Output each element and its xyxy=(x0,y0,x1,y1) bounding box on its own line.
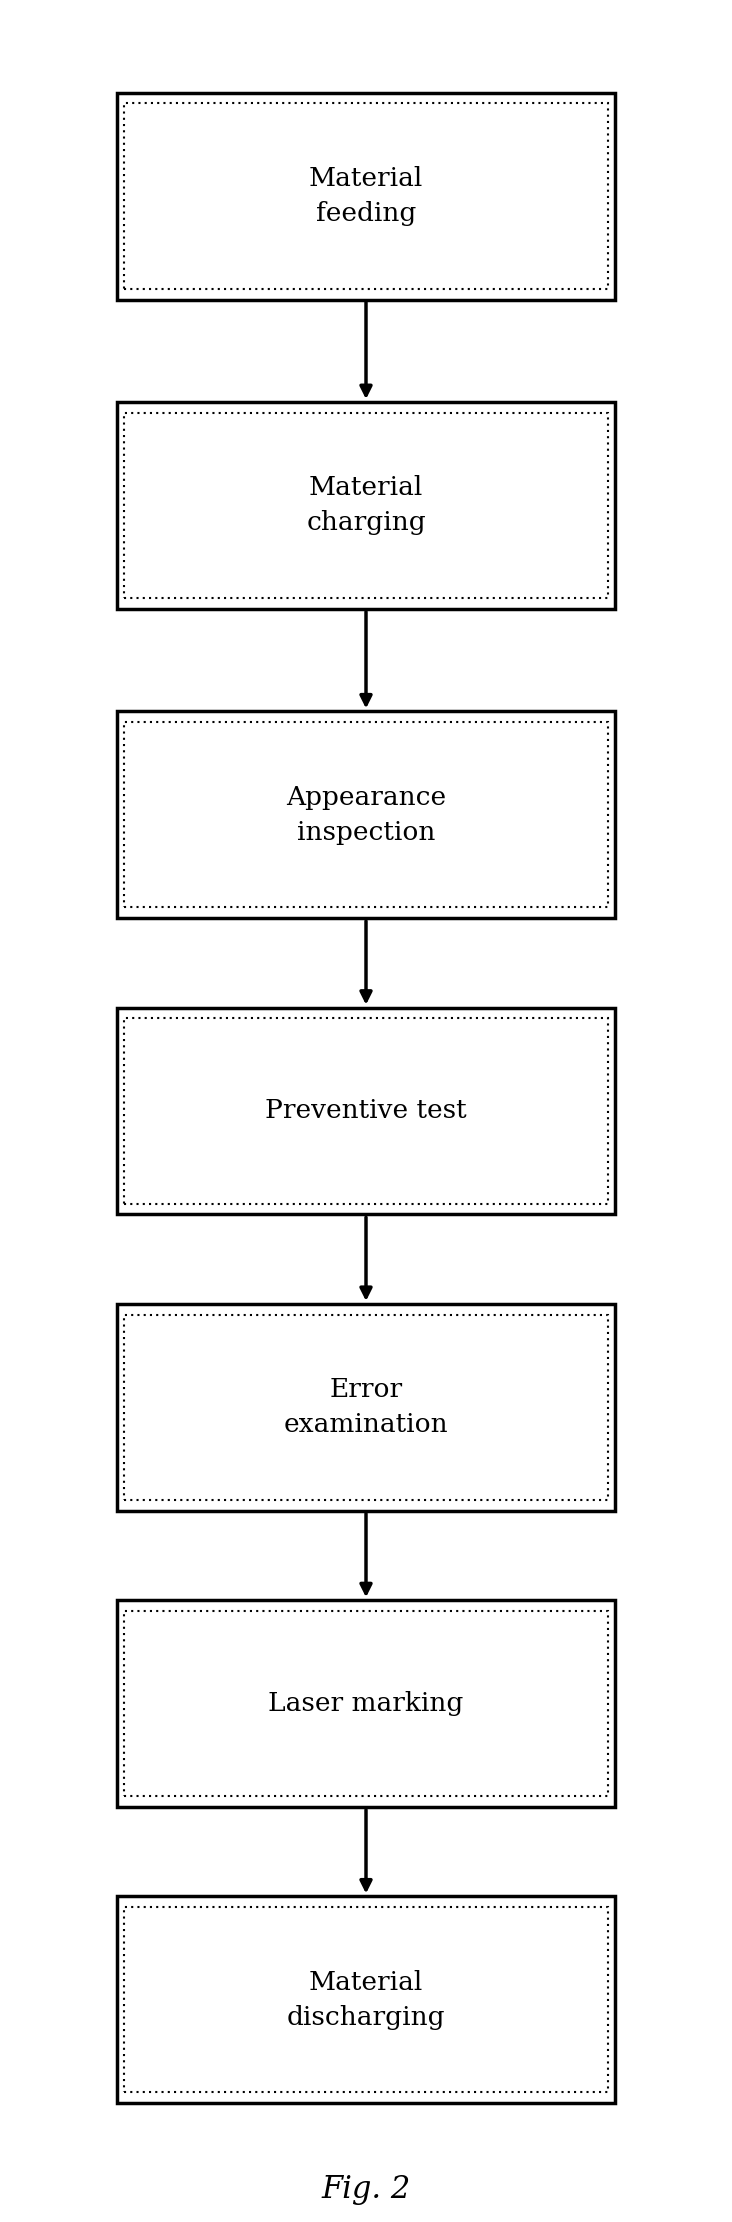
Bar xyxy=(124,413,608,598)
Bar xyxy=(117,1007,615,1215)
Bar xyxy=(124,722,608,907)
Text: Fig. 2: Fig. 2 xyxy=(321,2173,411,2204)
Text: Material
feeding: Material feeding xyxy=(309,167,423,227)
Bar xyxy=(117,1600,615,1806)
Bar xyxy=(117,93,615,300)
Bar xyxy=(117,1304,615,1511)
Bar xyxy=(117,1895,615,2104)
Text: Laser marking: Laser marking xyxy=(269,1691,463,1715)
Text: Error
examination: Error examination xyxy=(284,1378,448,1438)
Bar xyxy=(124,1018,608,1204)
Text: Material
charging: Material charging xyxy=(306,476,426,536)
Text: Material
discharging: Material discharging xyxy=(287,1969,445,2031)
Bar xyxy=(124,1906,608,2093)
Bar xyxy=(124,104,608,289)
Bar xyxy=(124,1611,608,1795)
Bar xyxy=(117,711,615,918)
Text: Preventive test: Preventive test xyxy=(265,1098,467,1124)
Text: Appearance
inspection: Appearance inspection xyxy=(286,784,446,844)
Bar xyxy=(124,1315,608,1500)
Bar xyxy=(117,402,615,609)
